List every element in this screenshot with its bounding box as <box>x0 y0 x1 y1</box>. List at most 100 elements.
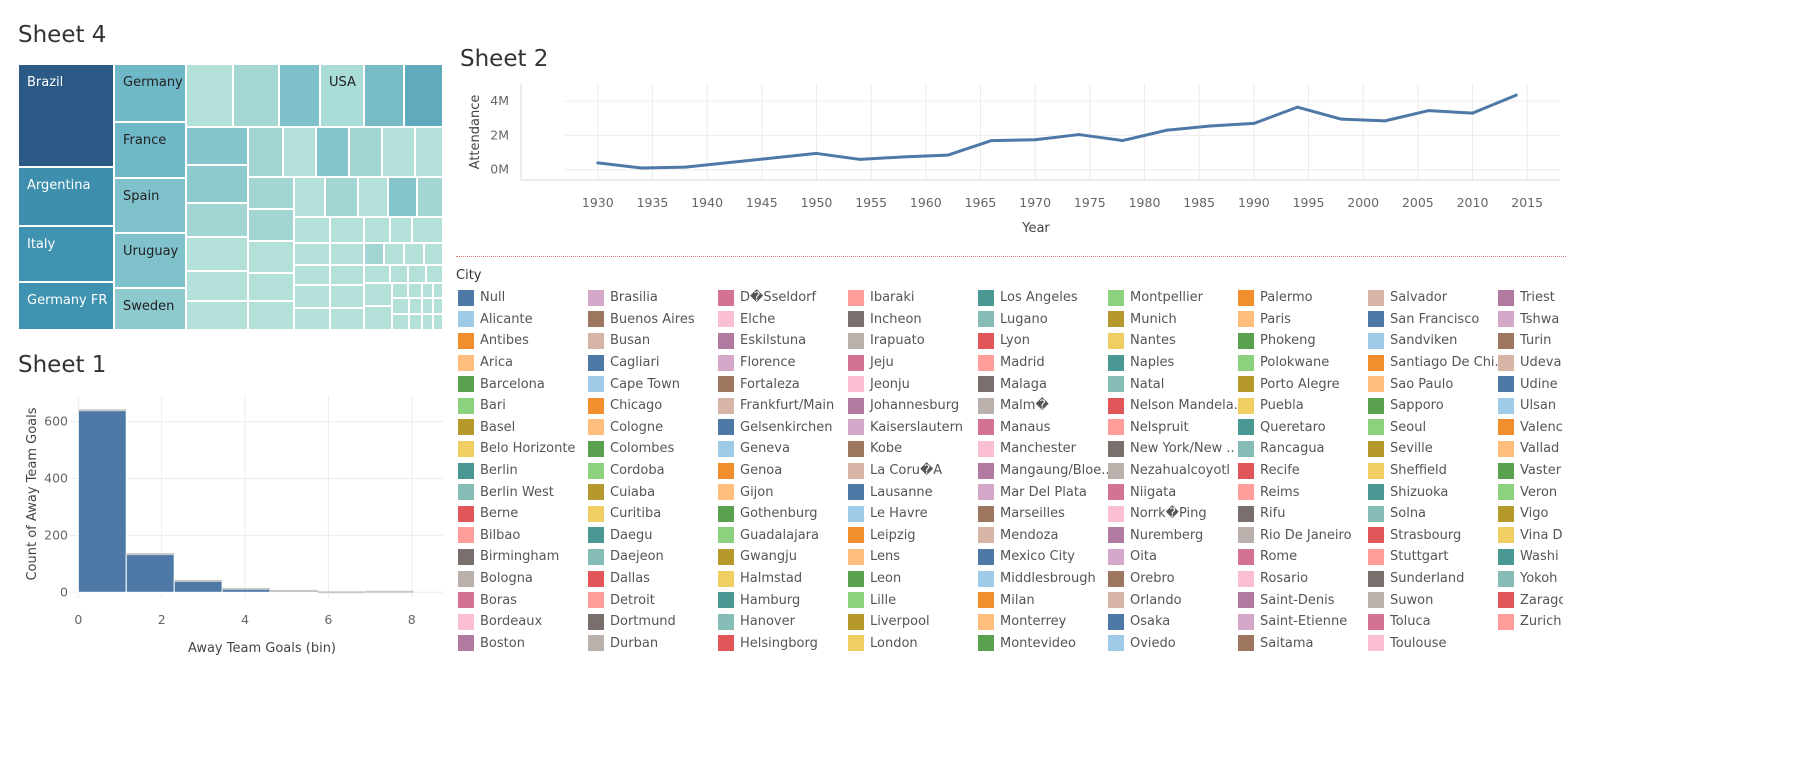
legend-item[interactable]: Daejeon <box>588 546 738 568</box>
legend-item[interactable]: Madrid <box>978 352 1128 374</box>
legend-item[interactable]: Liverpool <box>848 611 998 633</box>
legend-item[interactable]: Bologna <box>458 568 608 590</box>
legend-item[interactable]: Bordeaux <box>458 611 608 633</box>
legend-item[interactable]: Lille <box>848 589 998 611</box>
legend-item[interactable]: Halmstad <box>718 568 868 590</box>
legend-item[interactable]: Malm� <box>978 395 1128 417</box>
legend-item[interactable]: Sandviken <box>1368 330 1518 352</box>
treemap-cell[interactable] <box>330 308 364 330</box>
treemap-cell[interactable] <box>417 177 443 217</box>
treemap-cell[interactable] <box>294 217 330 243</box>
legend-item[interactable]: Monterrey <box>978 611 1128 633</box>
treemap-cell[interactable] <box>186 203 248 237</box>
treemap-cell[interactable]: Argentina <box>18 167 114 226</box>
legend-item[interactable]: Udeva <box>1498 352 1563 374</box>
legend-item[interactable]: Lyon <box>978 330 1128 352</box>
treemap-cell[interactable] <box>424 243 443 265</box>
treemap-cell[interactable] <box>433 314 443 330</box>
legend-item[interactable]: Boston <box>458 633 608 655</box>
legend-item[interactable]: Toulouse <box>1368 633 1518 655</box>
legend-item[interactable]: Nelspruit <box>1108 417 1258 439</box>
legend-item[interactable]: Tshwa <box>1498 309 1563 331</box>
legend-item[interactable]: Santiago De Chi.. <box>1368 352 1518 374</box>
legend-item[interactable]: Seville <box>1368 438 1518 460</box>
legend-item[interactable]: Stuttgart <box>1368 546 1518 568</box>
legend-item[interactable]: Nuremberg <box>1108 525 1258 547</box>
legend-item[interactable]: Helsingborg <box>718 633 868 655</box>
legend-item[interactable]: Hanover <box>718 611 868 633</box>
legend-item[interactable]: Phokeng <box>1238 330 1388 352</box>
legend-item[interactable]: Basel <box>458 417 608 439</box>
treemap-cell[interactable] <box>279 64 320 127</box>
treemap-cell[interactable] <box>364 243 384 265</box>
legend-item[interactable]: Niigata <box>1108 481 1258 503</box>
treemap-cell[interactable] <box>392 298 409 314</box>
treemap-cell[interactable] <box>392 314 409 330</box>
legend-item[interactable]: Rio De Janeiro <box>1238 525 1388 547</box>
treemap-cell[interactable] <box>186 127 248 165</box>
treemap-cell[interactable] <box>186 64 233 127</box>
legend-item[interactable]: Durban <box>588 633 738 655</box>
treemap-cell[interactable] <box>294 177 325 217</box>
treemap-cell[interactable] <box>294 308 330 330</box>
legend-item[interactable]: Vigo <box>1498 503 1563 525</box>
treemap-cell[interactable] <box>364 217 390 243</box>
legend-item[interactable]: Marseilles <box>978 503 1128 525</box>
treemap-cell[interactable] <box>392 283 408 298</box>
legend-item[interactable]: Mendoza <box>978 525 1128 547</box>
legend-item[interactable]: Ibaraki <box>848 287 998 309</box>
legend-item[interactable]: Busan <box>588 330 738 352</box>
treemap-cell[interactable] <box>404 243 424 265</box>
treemap-cell[interactable] <box>409 298 422 314</box>
legend-item[interactable]: Munich <box>1108 309 1258 331</box>
legend-item[interactable]: Jeju <box>848 352 998 374</box>
treemap-cell[interactable] <box>390 217 412 243</box>
legend-item[interactable]: Lausanne <box>848 481 998 503</box>
legend-item[interactable]: Sapporo <box>1368 395 1518 417</box>
legend-item[interactable]: Yokoh <box>1498 568 1563 590</box>
legend-item[interactable]: Porto Alegre <box>1238 373 1388 395</box>
legend-item[interactable]: Sunderland <box>1368 568 1518 590</box>
legend-item[interactable]: Vallad <box>1498 438 1563 460</box>
legend-item[interactable]: Null <box>458 287 608 309</box>
legend-item[interactable]: Seoul <box>1368 417 1518 439</box>
legend-item[interactable]: Colombes <box>588 438 738 460</box>
treemap-cell[interactable]: Spain <box>114 178 186 233</box>
legend-item[interactable]: Osaka <box>1108 611 1258 633</box>
legend-item[interactable]: Frankfurt/Main <box>718 395 868 417</box>
legend-item[interactable]: Kaiserslautern <box>848 417 998 439</box>
legend-item[interactable]: Dortmund <box>588 611 738 633</box>
legend-item[interactable]: Arica <box>458 352 608 374</box>
legend-item[interactable]: Gwangju <box>718 546 868 568</box>
legend-item[interactable]: Detroit <box>588 589 738 611</box>
treemap-cell[interactable] <box>408 265 426 283</box>
treemap-cell[interactable] <box>388 177 417 217</box>
legend-item[interactable]: Oviedo <box>1108 633 1258 655</box>
legend-item[interactable]: Veron <box>1498 481 1563 503</box>
legend-item[interactable]: Saint-Etienne <box>1238 611 1388 633</box>
legend-item[interactable]: La Coru�A <box>848 460 998 482</box>
legend-item[interactable]: Natal <box>1108 373 1258 395</box>
treemap-cell[interactable] <box>316 127 349 177</box>
legend-item[interactable]: Cordoba <box>588 460 738 482</box>
legend-item[interactable]: Leipzig <box>848 525 998 547</box>
treemap-cell[interactable] <box>248 241 294 273</box>
treemap-cell[interactable]: Germany <box>114 64 186 122</box>
treemap-cell[interactable] <box>412 217 443 243</box>
legend-item[interactable]: Norrk�Ping <box>1108 503 1258 525</box>
treemap-cell[interactable] <box>358 177 388 217</box>
legend-item[interactable]: Florence <box>718 352 868 374</box>
treemap-cell[interactable] <box>364 283 392 306</box>
treemap-cell[interactable] <box>330 217 364 243</box>
legend-item[interactable]: Birmingham <box>458 546 608 568</box>
treemap-cell[interactable] <box>409 314 422 330</box>
legend-item[interactable]: Solna <box>1368 503 1518 525</box>
legend-item[interactable]: Montevideo <box>978 633 1128 655</box>
treemap-cell[interactable] <box>294 285 330 308</box>
treemap-cell[interactable] <box>248 177 294 209</box>
legend-item[interactable]: Nantes <box>1108 330 1258 352</box>
city-legend[interactable]: Null Alicante Antibes Arica Barcelona Bari Bas… <box>458 287 1563 657</box>
legend-item[interactable]: Belo Horizonte <box>458 438 608 460</box>
treemap-cell[interactable] <box>294 265 330 285</box>
legend-item[interactable]: Fortaleza <box>718 373 868 395</box>
